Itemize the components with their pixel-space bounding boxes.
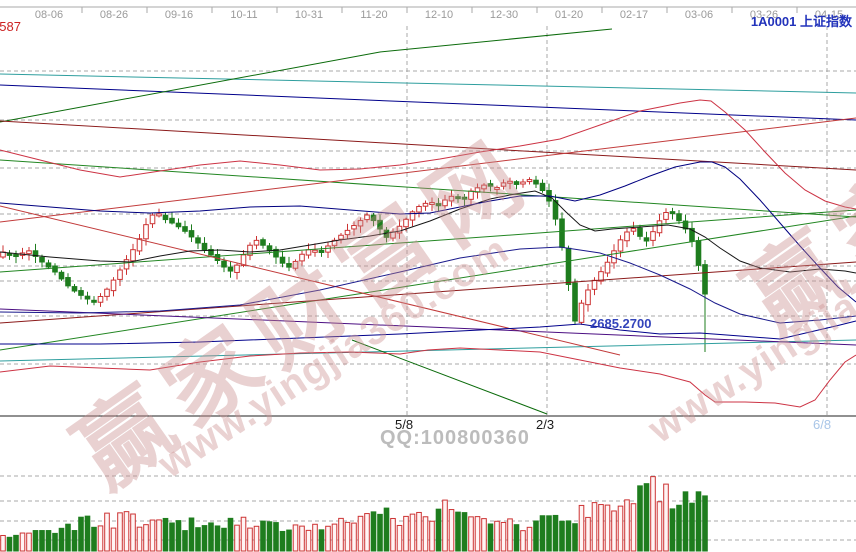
- symbol-title: 1A0001 上证指数: [750, 14, 852, 29]
- gann-label-2-3: 2/3: [536, 417, 555, 432]
- green-steep-desc-line: [351, 339, 548, 415]
- black-ma-line: [0, 190, 856, 274]
- red-ma-line: [0, 99, 856, 210]
- axis-date-label: 01-20: [554, 9, 584, 21]
- navy-ma-upper-line: [0, 161, 856, 303]
- axis-date-label: 03-06: [684, 9, 714, 21]
- qq-watermark: QQ:100800360: [380, 427, 530, 449]
- axis-date-label: 10-31: [294, 9, 324, 21]
- red-boll-lower-line: [0, 347, 856, 408]
- axis-date-label: 10-11: [230, 9, 258, 21]
- navy-trend-line: [0, 84, 856, 121]
- date-axis: 08-06 08-26 09-16 10-11 10-31 11-20 12-10 12-30…: [0, 0, 856, 24]
- left-price-label: 0587: [0, 19, 21, 34]
- axis-date-label: 08-26: [99, 9, 129, 21]
- axis-date-label: 04-15: [814, 9, 844, 21]
- red-steep-desc-line: [0, 205, 621, 356]
- red-asc-trend-line: [0, 117, 856, 223]
- maroon-asc-trend-line: [0, 261, 856, 324]
- axis-date-label: 12-10: [424, 9, 454, 21]
- gann-label-5-8: 5/8: [395, 417, 414, 432]
- axis-date-label: 02-17: [619, 9, 649, 21]
- navy-ma-mid-line: [0, 246, 856, 324]
- axis-date-label: 08-06: [34, 9, 64, 21]
- axis-date-label: 03-26: [749, 9, 779, 21]
- navy-ma-long-line: [0, 320, 856, 345]
- purple-trend-line: [0, 308, 856, 346]
- axis-date-label: 11-20: [360, 9, 388, 21]
- teal-upper-trend-line: [0, 73, 856, 94]
- green-desc-channel-line: [0, 159, 856, 218]
- red-desc-trend-line: [0, 120, 856, 171]
- low-price-annotation: 2685.2700: [590, 316, 652, 331]
- gann-label-6-8: 6/8: [813, 417, 832, 432]
- green-asc-channel-1-line: [0, 209, 856, 273]
- axis-date-label: 09-16: [164, 9, 194, 21]
- green-asc-channel-2-line: [0, 215, 856, 351]
- green-rising-trend-line: [0, 28, 613, 123]
- axis-date-label: 12-30: [489, 9, 519, 21]
